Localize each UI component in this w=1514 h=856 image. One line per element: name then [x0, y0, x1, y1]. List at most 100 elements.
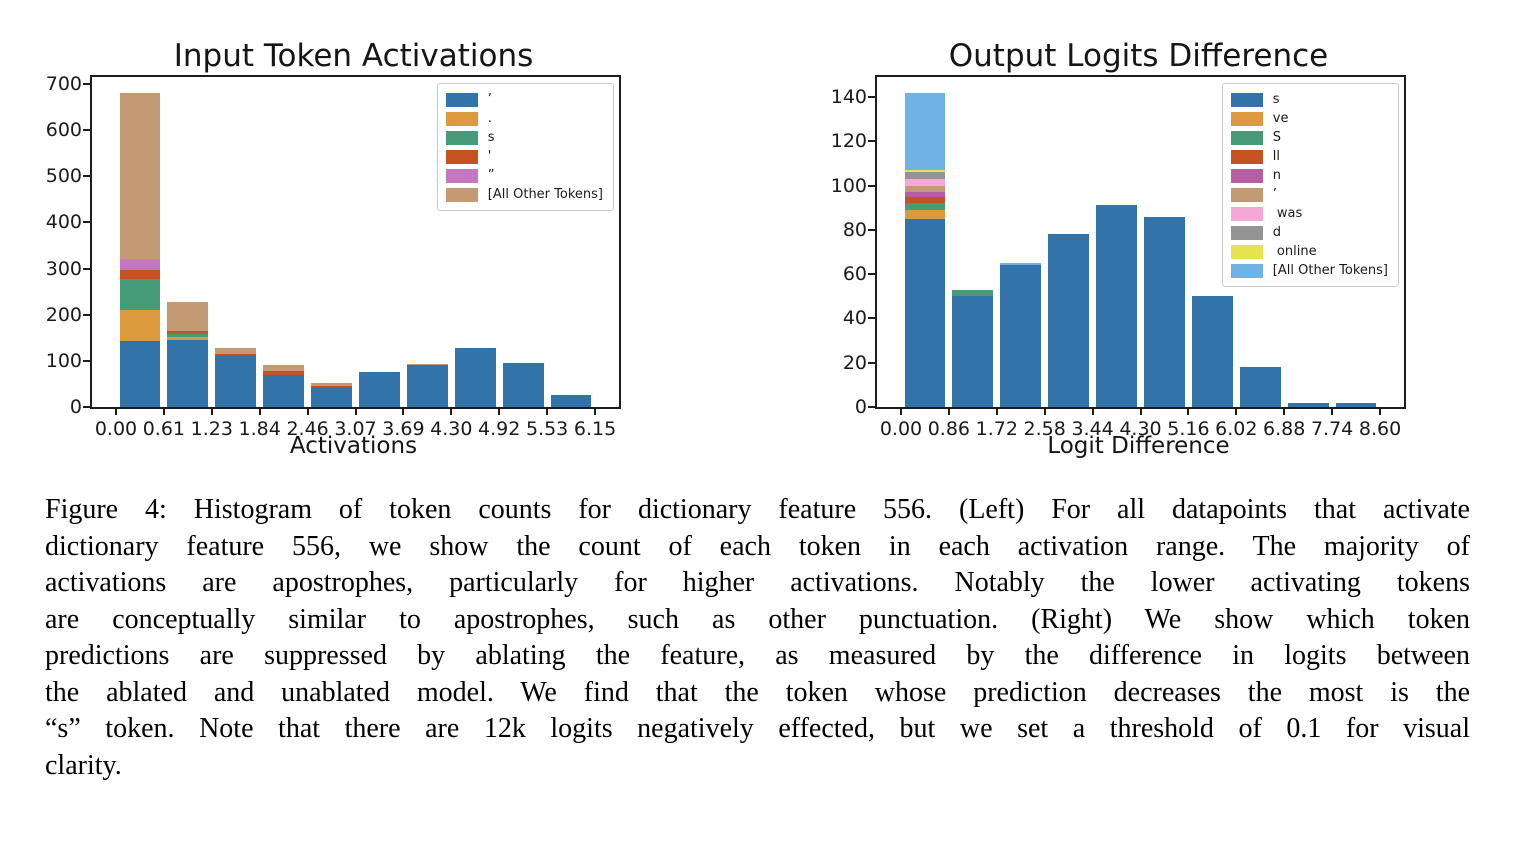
caption-line: clarity.	[45, 749, 122, 781]
x-tick-label: 6.88	[1263, 418, 1306, 440]
x-tick-mark	[1091, 409, 1094, 415]
bar-segment	[1239, 367, 1281, 407]
y-tick-label: 40	[842, 307, 867, 330]
legend-swatch-icon	[445, 130, 478, 145]
legend-input-activations: ’. s ' ” [All Other Tokens]	[436, 83, 614, 211]
x-tick-mark	[1331, 409, 1334, 415]
legend-label: was	[1272, 206, 1303, 221]
bar-segment	[904, 172, 946, 179]
x-tick-label: 1.23	[190, 418, 233, 440]
y-tick-label: 600	[45, 119, 82, 142]
bar-segment	[904, 192, 946, 197]
x-tick-label: 3.69	[382, 418, 425, 440]
y-tick-label: 300	[45, 257, 82, 280]
legend-swatch-icon	[1230, 206, 1263, 221]
bar-segment	[406, 363, 448, 365]
legend-label: online	[1272, 244, 1317, 259]
bar-segment	[1096, 205, 1137, 407]
y-tick-mark	[83, 313, 90, 316]
y-tick-label: 500	[45, 165, 82, 188]
bar-segment	[904, 218, 946, 407]
legend-entry: '	[445, 147, 603, 166]
x-tick-label: 4.30	[1119, 418, 1162, 440]
bar-segment	[359, 371, 400, 407]
x-tick-mark	[594, 409, 597, 415]
caption-line: are conceptually similar to apostrophes,…	[45, 603, 1470, 635]
x-tick-mark	[546, 409, 549, 415]
legend-swatch-icon	[445, 149, 478, 164]
bar-segment	[1000, 265, 1042, 407]
y-tick-mark	[868, 184, 875, 187]
x-tick-label: 5.53	[525, 418, 569, 440]
y-tick-mark	[83, 129, 90, 132]
legend-entry: ll	[1230, 147, 1388, 166]
x-tick-mark	[354, 409, 357, 415]
bar-segment	[1048, 234, 1089, 407]
legend-label: ’	[1272, 187, 1277, 202]
bar-segment	[167, 334, 209, 337]
x-tick-mark	[402, 409, 405, 415]
legend-entry: [All Other Tokens]	[445, 185, 603, 204]
bar-segment	[263, 365, 304, 372]
legend-swatch-icon	[445, 111, 478, 126]
y-tick-mark	[83, 221, 90, 224]
bar-segment	[406, 365, 448, 407]
caption-line: Figure 4: Histogram of token counts for …	[45, 494, 1470, 525]
bar-segment	[1144, 216, 1185, 407]
y-tick-mark	[868, 273, 875, 276]
bar-segment	[311, 386, 352, 388]
y-tick-mark	[868, 95, 875, 98]
legend-swatch-icon	[1230, 92, 1263, 107]
x-tick-mark	[1283, 409, 1286, 415]
x-tick-label: 7.74	[1310, 418, 1354, 440]
bar-segment	[119, 341, 161, 407]
bar-segment	[119, 92, 161, 259]
x-tick-mark	[1187, 409, 1190, 415]
legend-swatch-icon	[445, 92, 478, 107]
legend-entry: s	[1230, 90, 1388, 109]
y-tick-mark	[83, 406, 90, 408]
plot-area-input-activations: ’. s ' ” [All Other Tokens] 0 100 200 300 400 500…	[46, 73, 621, 440]
legend-swatch-icon	[1230, 225, 1263, 240]
legend-label: ve	[1272, 111, 1289, 126]
x-tick-label: 6.02	[1215, 418, 1258, 440]
x-tick-label: 0.00	[879, 418, 923, 440]
legend-entry: .	[445, 109, 603, 128]
legend-entry: n	[1230, 166, 1388, 185]
x-tick-mark	[1379, 409, 1382, 415]
y-tick-label: 20	[842, 351, 867, 374]
x-tick-label: 0.61	[142, 418, 186, 440]
bar-segment	[904, 170, 946, 173]
bar-segment	[952, 289, 994, 297]
legend-swatch-icon	[1230, 149, 1263, 164]
legend-swatch-icon	[1230, 244, 1263, 259]
legend-entry: online	[1230, 242, 1388, 261]
x-tick-mark	[162, 409, 165, 415]
x-tick-mark	[114, 409, 117, 415]
x-tick-label: 3.44	[1071, 418, 1114, 440]
caption-line: activations are apostrophes, particularl…	[45, 567, 1470, 598]
bar-segment	[904, 185, 946, 193]
legend-label: [All Other Tokens]	[1272, 263, 1388, 278]
bar-segment	[311, 383, 352, 387]
bar-segment	[502, 363, 544, 407]
legend-swatch-icon	[1230, 168, 1263, 183]
bar-segment	[167, 301, 209, 332]
bar-segment	[1335, 402, 1377, 407]
y-tick-label: 700	[45, 72, 82, 95]
y-tick-mark	[868, 406, 875, 408]
x-tick-mark	[306, 409, 309, 415]
y-tick-mark	[83, 175, 90, 178]
legend-swatch-icon	[445, 168, 478, 183]
bar-segment	[119, 270, 161, 280]
x-tick-mark	[995, 409, 998, 415]
bar-segment	[904, 196, 946, 204]
x-tick-label: 8.60	[1358, 418, 1402, 440]
bar-segment	[904, 209, 946, 219]
y-tick-mark	[868, 317, 875, 320]
x-tick-label: 2.46	[286, 418, 329, 440]
legend-label: s	[487, 130, 495, 145]
